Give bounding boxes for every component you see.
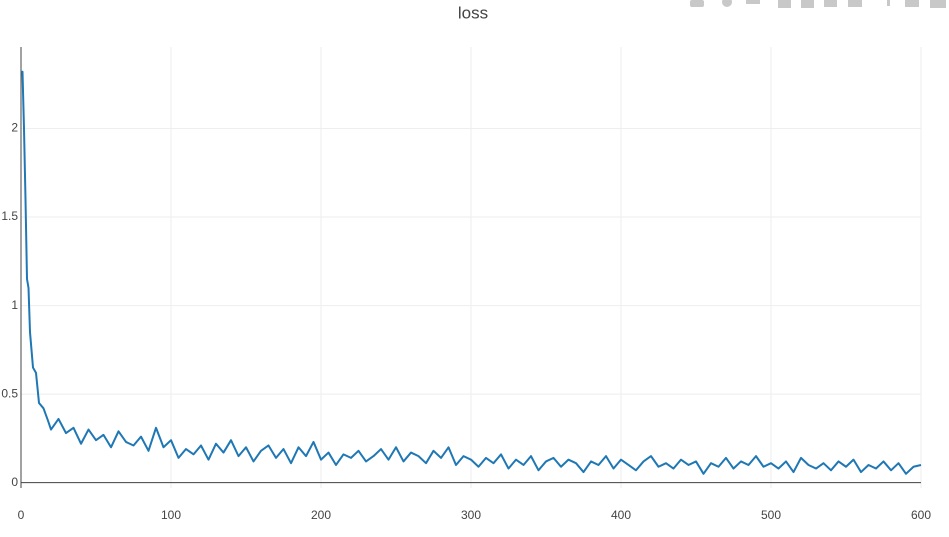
- y-tick-label: 1: [11, 298, 18, 312]
- reset-icon[interactable]: [848, 0, 862, 7]
- x-tick-label: 500: [761, 508, 781, 522]
- y-tick-label: 1.5: [1, 209, 18, 223]
- x-tick-label: 300: [461, 508, 481, 522]
- x-tick-label: 600: [911, 508, 931, 522]
- x-tick-label: 0: [18, 508, 25, 522]
- zoom-in-icon[interactable]: [778, 0, 791, 8]
- loss-line: [21, 70, 922, 475]
- x-tick-label: 200: [311, 508, 331, 522]
- y-tick-label: 0.5: [1, 386, 18, 400]
- zoom-icon[interactable]: [722, 0, 732, 7]
- hover-icon[interactable]: [905, 0, 919, 7]
- chart-title: loss: [458, 3, 488, 22]
- modebar[interactable]: [690, 0, 946, 8]
- x-tick-label: 100: [161, 508, 181, 522]
- camera-icon[interactable]: [690, 0, 704, 7]
- zoom-out-icon[interactable]: [801, 0, 814, 8]
- pan-icon[interactable]: [746, 0, 760, 4]
- compare-icon[interactable]: [930, 0, 946, 8]
- spike-icon[interactable]: [887, 0, 890, 6]
- x-tick-label: 400: [611, 508, 631, 522]
- y-tick-label: 0: [11, 475, 18, 489]
- autoscale-icon[interactable]: [824, 0, 837, 7]
- y-tick-label: 2: [11, 121, 18, 135]
